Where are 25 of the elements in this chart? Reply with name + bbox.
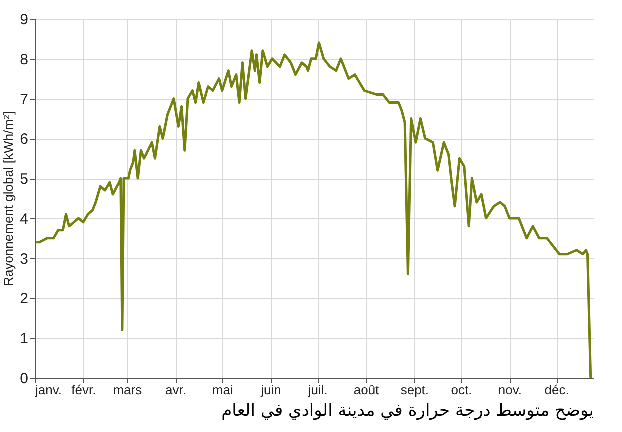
x-tick-label: nov.	[498, 382, 522, 398]
y-tick-label: 8	[20, 51, 28, 68]
y-tick-label: 2	[20, 290, 28, 308]
x-tick-label: juin	[260, 382, 282, 398]
x-tick-label: juil.	[307, 382, 328, 398]
x-tick-label: févr.	[72, 382, 96, 398]
y-tick-label: 4	[20, 210, 28, 228]
y-axis-title: Rayonnement global [kWh/m²]	[1, 112, 16, 286]
x-tick-label: sept.	[400, 382, 430, 398]
x-tick-label: mai	[212, 382, 234, 398]
line-series	[35, 42, 592, 380]
x-tick-label: déc.	[544, 382, 570, 398]
x-tick-label: avr.	[166, 382, 187, 398]
y-tick-label: 9	[20, 12, 28, 28]
y-tick-label: 6	[20, 131, 28, 148]
x-tick-label: août	[354, 382, 380, 398]
y-tick-label: 3	[20, 250, 28, 268]
y-tick-label: 0	[20, 370, 28, 388]
y-tick-label: 7	[20, 91, 28, 108]
text: يوضح متوسط درجة حرارة في مدينة الوادي في العام	[222, 401, 594, 421]
x-tick-label: mars	[113, 382, 143, 398]
y-tick-label: 5	[20, 171, 28, 188]
y-tick-label: 1	[20, 330, 28, 348]
x-tick-label: janv.	[34, 382, 62, 398]
x-tick-label: oct.	[451, 382, 472, 398]
